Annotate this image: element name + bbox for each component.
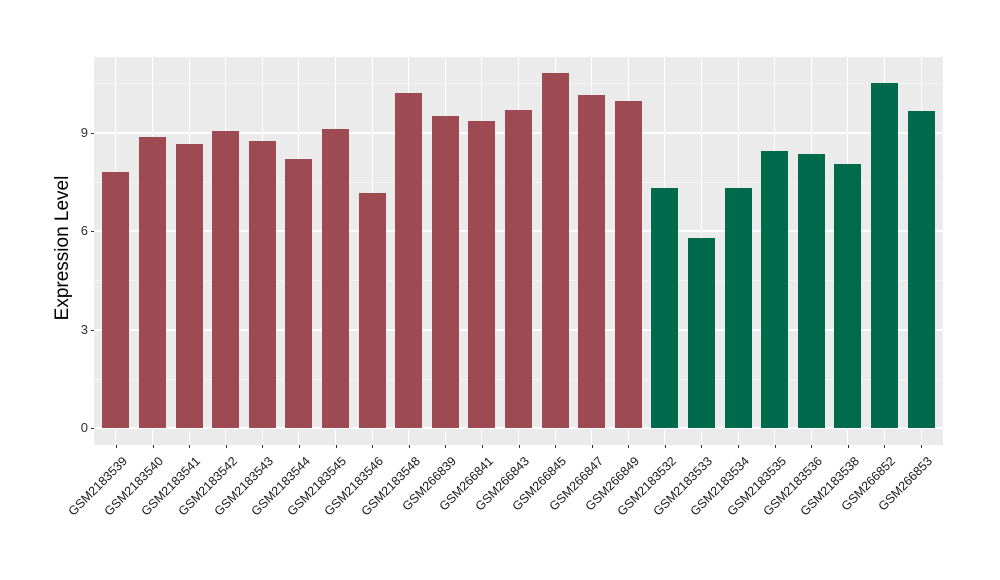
bar-GSM2183536 <box>797 153 825 428</box>
bar-GSM266852 <box>870 83 898 428</box>
bar-GSM266841 <box>468 121 496 428</box>
x-axis-tick <box>555 445 557 448</box>
bar-GSM2183545 <box>322 129 350 428</box>
plot-panel <box>94 57 943 445</box>
y-tick-label: 3 <box>80 321 88 337</box>
x-axis-tick <box>335 445 337 448</box>
bar-GSM2183533 <box>687 237 715 428</box>
x-axis-tick <box>115 445 117 448</box>
x-axis-tick <box>225 445 227 448</box>
y-tick-label: 0 <box>80 420 88 435</box>
bar-GSM2183542 <box>212 130 240 428</box>
x-axis-tick <box>408 445 410 448</box>
bar-GSM2183543 <box>248 140 276 428</box>
x-axis-tick <box>189 445 191 448</box>
x-axis-tick <box>445 445 447 448</box>
x-axis-tick <box>262 445 264 448</box>
y-tick-label: 6 <box>80 223 88 239</box>
x-axis-tick <box>152 445 154 448</box>
x-axis-tick <box>811 445 813 448</box>
bar-GSM266849 <box>614 101 642 428</box>
bar-GSM2183546 <box>358 193 386 428</box>
x-axis-tick <box>518 445 520 448</box>
y-axis-tick <box>91 329 94 331</box>
x-axis-tick <box>701 445 703 448</box>
x-axis-tick <box>664 445 666 448</box>
y-axis-title: Expression Level <box>52 175 73 321</box>
x-axis-tick <box>591 445 593 448</box>
x-axis-tick <box>774 445 776 448</box>
y-axis-tick <box>91 231 94 233</box>
y-axis-tick <box>91 428 94 429</box>
x-axis-tick <box>884 445 886 448</box>
bar-GSM266853 <box>907 111 935 428</box>
bar-GSM266839 <box>431 116 459 428</box>
bar-GSM266847 <box>578 94 606 428</box>
x-axis-tick <box>372 445 374 448</box>
x-axis-tick <box>847 445 849 448</box>
bar-GSM2183548 <box>395 93 423 428</box>
x-axis-tick <box>481 445 483 448</box>
bar-GSM2183538 <box>834 163 862 428</box>
bar-GSM2183540 <box>139 137 167 428</box>
bar-GSM266845 <box>541 73 569 428</box>
bar-GSM2183544 <box>285 158 313 428</box>
y-axis-tick <box>91 132 94 134</box>
bar-GSM2183541 <box>175 144 203 428</box>
x-axis-tick <box>298 445 300 448</box>
bar-GSM2183532 <box>651 188 679 428</box>
bar-GSM2183534 <box>724 188 752 428</box>
x-axis-tick <box>921 445 923 448</box>
bar-GSM266843 <box>505 109 532 428</box>
bar-GSM2183539 <box>102 171 130 428</box>
x-axis-tick <box>628 445 630 448</box>
y-tick-label: 9 <box>80 124 88 140</box>
x-axis-tick <box>738 445 740 448</box>
bar-GSM2183535 <box>761 150 789 428</box>
